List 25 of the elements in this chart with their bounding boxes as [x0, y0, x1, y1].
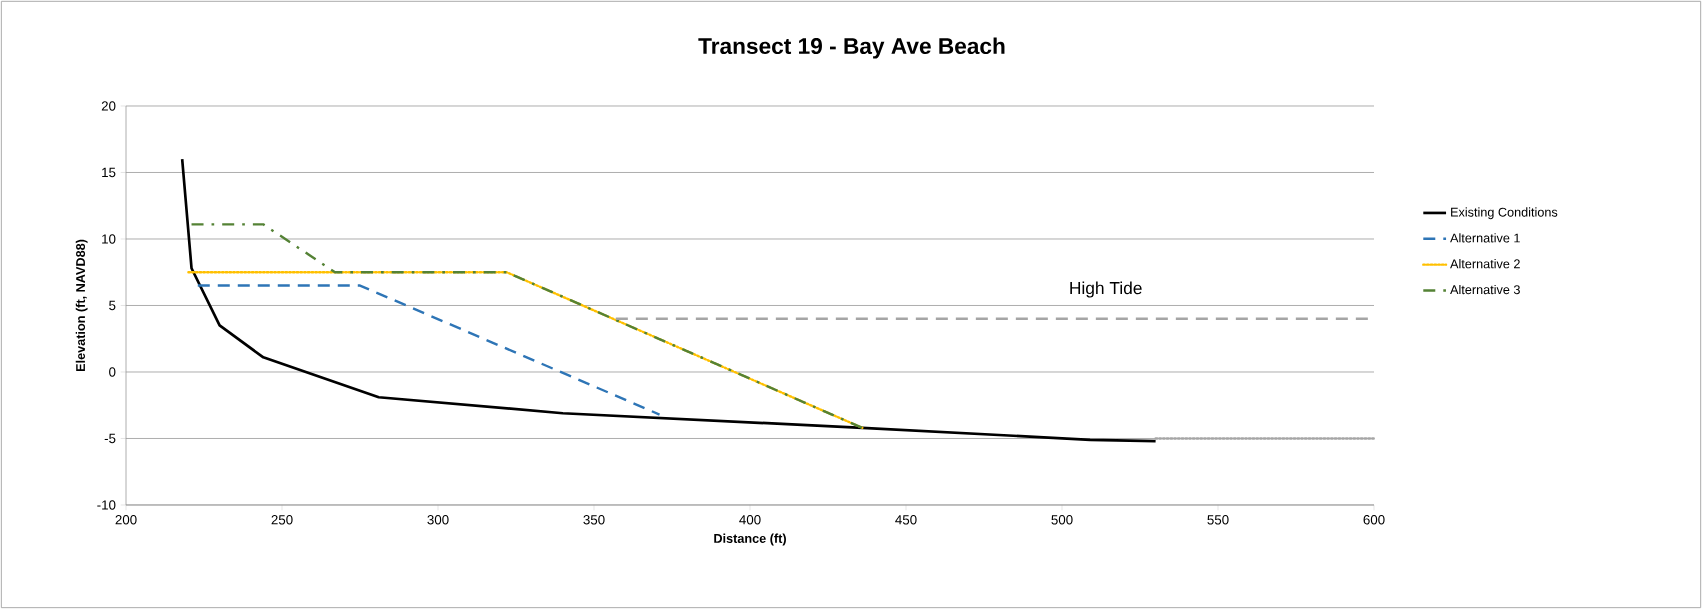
x-tick-label: 200: [115, 515, 137, 525]
y-tick-label: 20: [101, 101, 116, 111]
x-tick-label: 500: [1051, 515, 1073, 525]
y-tick-label: 15: [102, 167, 116, 178]
line-series: [180, 157, 1157, 443]
y-tick-label: 0: [109, 367, 116, 377]
x-tick-label: 400: [739, 515, 761, 525]
x-tick-label: 450: [895, 515, 917, 525]
legend-label: Alternative 1: [1450, 233, 1520, 243]
x-tick-label: 550: [1207, 515, 1229, 525]
x-axis-title: Distance (ft): [714, 533, 786, 546]
x-tick-label: 300: [427, 515, 449, 525]
legend-label: Alternative 2: [1450, 259, 1520, 269]
y-tick-label: -10: [97, 500, 116, 510]
y-tick-label: -5: [104, 433, 116, 444]
chart-title: Transect 19 - Bay Ave Beach: [698, 37, 1005, 59]
y-axis-title: Elevation (ft, NAVD88): [75, 239, 88, 372]
x-tick-label: 350: [583, 515, 605, 525]
x-tick-label: 250: [271, 515, 293, 525]
legend-label: Alternative 3: [1450, 284, 1520, 295]
y-tick-label: 5: [109, 300, 116, 311]
annotation: High Tide: [1070, 281, 1142, 298]
y-tick-label: 10: [102, 234, 116, 244]
legend-label: Existing Conditions: [1451, 207, 1558, 220]
x-tick-label: 600: [1363, 515, 1385, 525]
